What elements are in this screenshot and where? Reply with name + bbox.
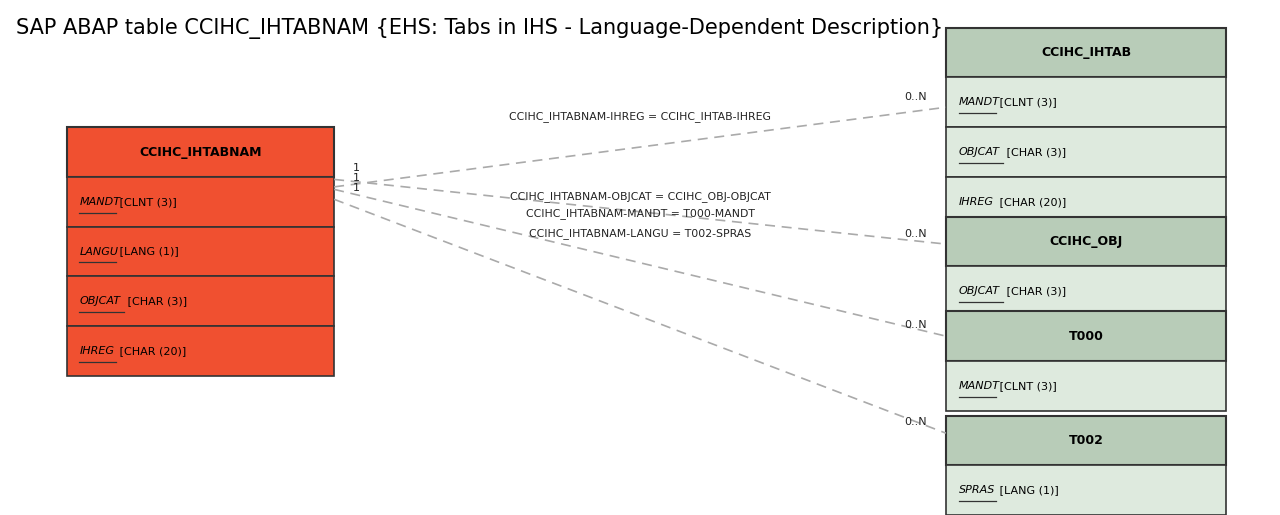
Bar [946,416,1226,466]
Text: MANDT: MANDT [79,197,120,207]
Text: LANGU: LANGU [79,247,118,256]
Bar [67,277,334,326]
Text: [CHAR (3)]: [CHAR (3)] [1004,286,1066,296]
Text: [CHAR (3)]: [CHAR (3)] [124,296,187,306]
Text: 0..N: 0..N [904,92,927,102]
Bar [946,127,1226,177]
Text: [CLNT (3)]: [CLNT (3)] [116,197,177,207]
Bar [946,28,1226,77]
Text: CCIHC_IHTABNAM-IHREG = CCIHC_IHTAB-IHREG: CCIHC_IHTABNAM-IHREG = CCIHC_IHTAB-IHREG [509,111,771,122]
Text: CCIHC_IHTABNAM-OBJCAT = CCIHC_OBJ-OBJCAT: CCIHC_IHTABNAM-OBJCAT = CCIHC_OBJ-OBJCAT [509,191,771,202]
Bar [946,266,1226,316]
Bar [946,177,1226,227]
Text: OBJCAT: OBJCAT [959,286,1000,296]
Text: 1: 1 [353,163,360,173]
Text: [CHAR (20)]: [CHAR (20)] [996,197,1066,207]
Text: CCIHC_IHTABNAM-MANDT = T000-MANDT: CCIHC_IHTABNAM-MANDT = T000-MANDT [526,208,754,219]
Text: SAP ABAP table CCIHC_IHTABNAM {EHS: Tabs in IHS - Language-Dependent Description: SAP ABAP table CCIHC_IHTABNAM {EHS: Tabs… [15,18,942,39]
Text: T000: T000 [1069,330,1103,342]
Text: [LANG (1)]: [LANG (1)] [996,485,1059,495]
Bar [946,77,1226,127]
Bar [946,466,1226,515]
Text: [CLNT (3)]: [CLNT (3)] [996,381,1056,391]
Text: [CHAR (3)]: [CHAR (3)] [1004,147,1066,157]
Bar [67,326,334,376]
Bar [67,127,334,177]
Bar [946,217,1226,266]
Text: SPRAS: SPRAS [959,485,995,495]
Text: IHREG: IHREG [79,346,114,356]
Text: [CHAR (20)]: [CHAR (20)] [116,346,187,356]
Bar [946,361,1226,411]
Bar [946,311,1226,361]
Text: OBJCAT: OBJCAT [79,296,120,306]
Text: MANDT: MANDT [959,381,1000,391]
Text: CCIHC_IHTAB: CCIHC_IHTAB [1041,46,1132,59]
Text: 0..N: 0..N [904,417,927,427]
Text: OBJCAT: OBJCAT [959,147,1000,157]
Text: CCIHC_OBJ: CCIHC_OBJ [1050,235,1123,248]
Text: 0..N: 0..N [904,320,927,330]
Text: 0..N: 0..N [904,229,927,239]
Text: IHREG: IHREG [959,197,993,207]
Text: T002: T002 [1069,434,1103,447]
Text: MANDT: MANDT [959,97,1000,107]
Text: [CLNT (3)]: [CLNT (3)] [996,97,1056,107]
Bar [67,177,334,227]
Text: 1: 1 [353,173,360,183]
Bar [67,227,334,277]
Text: 1: 1 [353,183,360,193]
Text: CCIHC_IHTABNAM: CCIHC_IHTABNAM [140,146,261,159]
Text: CCIHC_IHTABNAM-LANGU = T002-SPRAS: CCIHC_IHTABNAM-LANGU = T002-SPRAS [529,228,751,239]
Text: [LANG (1)]: [LANG (1)] [116,247,179,256]
